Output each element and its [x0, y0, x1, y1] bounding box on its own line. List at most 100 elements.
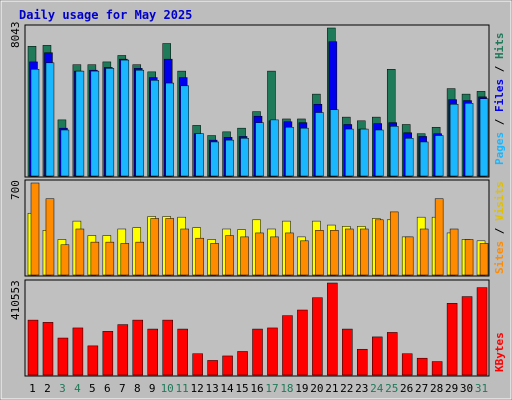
x-tick-label-day-10: 10 — [161, 382, 174, 395]
kbytes-bar-day-4 — [72, 327, 84, 376]
x-tick-label-day-11: 11 — [176, 382, 189, 395]
sites-bar-day-4 — [75, 228, 85, 276]
pages-bar-day-10 — [165, 82, 174, 177]
kbytes-bar-day-5 — [87, 345, 99, 376]
kbytes-bar-day-14 — [222, 355, 233, 376]
pages-bar-day-11 — [180, 85, 189, 177]
kbytes-bar-day-25 — [386, 332, 398, 376]
top-panel-bars — [27, 27, 489, 177]
middle-panel-bars — [27, 182, 489, 276]
pages-bar-day-8 — [135, 69, 145, 177]
middle-legend: Sites / Visits — [493, 181, 506, 274]
sites-bar-day-28 — [434, 198, 444, 276]
x-axis-day-labels: 1 2 3 4 5 6 7 8 9 10 11 12 13 14 15 16 17 18 19 20 21 22 23 24 2… — [29, 382, 488, 395]
kbytes-bar-day-29 — [446, 303, 458, 376]
bottom-panel-bars — [27, 282, 488, 376]
pages-bar-day-31 — [479, 98, 489, 177]
pages-bar-day-4 — [75, 70, 85, 177]
sites-bar-day-6 — [105, 241, 115, 276]
kbytes-bar-day-13 — [207, 360, 218, 376]
x-tick-label-day-21: 21 — [325, 382, 338, 395]
pages-bar-day-28 — [434, 135, 444, 177]
kbytes-bar-day-28 — [431, 361, 443, 376]
pages-bar-day-24 — [375, 129, 384, 177]
x-tick-label-day-13: 13 — [205, 382, 218, 395]
middle-y-max-label: 700 — [9, 180, 22, 200]
sites-bar-day-26 — [404, 236, 414, 276]
pages-bar-day-7 — [120, 59, 130, 177]
x-tick-label-day-7: 7 — [119, 382, 126, 395]
sites-bar-day-29 — [449, 228, 459, 276]
sites-bar-day-14 — [225, 235, 234, 276]
pages-bar-day-30 — [464, 103, 474, 177]
top-y-max-label: 8043 — [9, 22, 22, 49]
x-tick-label-day-19: 19 — [295, 382, 308, 395]
pages-bar-day-9 — [150, 80, 159, 177]
x-tick-label-day-16: 16 — [250, 382, 263, 395]
kbytes-bar-day-21 — [327, 282, 338, 376]
sites-bar-day-22 — [345, 228, 354, 276]
x-tick-label-day-29: 29 — [445, 382, 458, 395]
sites-bar-day-21 — [330, 230, 339, 276]
top-legend: Pages / Files / Hits — [493, 33, 506, 166]
x-tick-label-day-2: 2 — [44, 382, 51, 395]
sites-bar-day-31 — [479, 243, 489, 276]
legend-hits: Hits — [493, 33, 506, 60]
sites-bar-day-17 — [270, 236, 279, 276]
x-tick-label-day-12: 12 — [191, 382, 204, 395]
sites-bar-day-27 — [419, 228, 429, 276]
kbytes-bar-day-15 — [237, 351, 248, 376]
pages-bar-day-14 — [225, 139, 234, 177]
x-tick-label-day-28: 28 — [430, 382, 443, 395]
pages-bar-day-5 — [90, 70, 100, 177]
kbytes-bar-day-31 — [476, 287, 488, 376]
sites-bar-day-16 — [255, 232, 264, 276]
legend-separator-3: / — [493, 221, 506, 241]
x-tick-label-day-8: 8 — [134, 382, 141, 395]
x-tick-label-day-22: 22 — [340, 382, 353, 395]
sites-bar-day-2 — [45, 198, 55, 276]
kbytes-bar-day-1 — [27, 319, 39, 376]
pages-bar-day-13 — [210, 141, 219, 177]
x-tick-label-day-25: 25 — [385, 382, 398, 395]
x-tick-label-day-26: 26 — [400, 382, 413, 395]
sites-bar-day-8 — [135, 241, 145, 276]
pages-bar-day-6 — [105, 68, 115, 177]
pages-bar-day-19 — [300, 127, 309, 177]
pages-bar-day-26 — [404, 138, 414, 177]
kbytes-bar-day-20 — [312, 297, 323, 376]
sites-bar-day-10 — [165, 218, 174, 276]
sites-bar-day-15 — [240, 236, 249, 276]
x-tick-label-day-17: 17 — [265, 382, 278, 395]
pages-bar-day-2 — [45, 62, 55, 177]
sites-bar-day-12 — [195, 237, 204, 276]
kbytes-bar-day-2 — [42, 322, 54, 376]
sites-bar-day-30 — [464, 239, 474, 276]
kbytes-bar-day-17 — [267, 327, 278, 376]
x-tick-label-day-30: 30 — [460, 382, 473, 395]
sites-bar-day-13 — [210, 243, 219, 276]
sites-bar-day-9 — [150, 218, 159, 276]
x-tick-label-day-24: 24 — [370, 382, 384, 395]
pages-bar-day-23 — [360, 128, 369, 177]
x-tick-label-day-5: 5 — [89, 382, 96, 395]
x-tick-label-day-6: 6 — [104, 382, 111, 395]
sites-bar-day-24 — [375, 219, 384, 276]
sites-bar-day-5 — [90, 241, 100, 276]
legend-visits: Visits — [493, 181, 506, 221]
sites-bar-day-3 — [60, 244, 70, 276]
kbytes-bar-day-10 — [162, 319, 173, 376]
x-tick-label-day-14: 14 — [220, 382, 234, 395]
sites-bar-day-18 — [285, 232, 294, 276]
sites-bar-day-25 — [389, 211, 399, 276]
bottom-legend: KBytes — [493, 332, 506, 372]
sites-bar-day-11 — [180, 228, 189, 276]
kbytes-bar-day-19 — [297, 309, 308, 376]
x-tick-label-day-31: 31 — [475, 382, 488, 395]
kbytes-bar-day-11 — [177, 328, 188, 376]
legend-files: Files — [493, 79, 506, 112]
kbytes-bar-day-7 — [117, 324, 129, 376]
sites-bar-day-20 — [315, 230, 324, 276]
